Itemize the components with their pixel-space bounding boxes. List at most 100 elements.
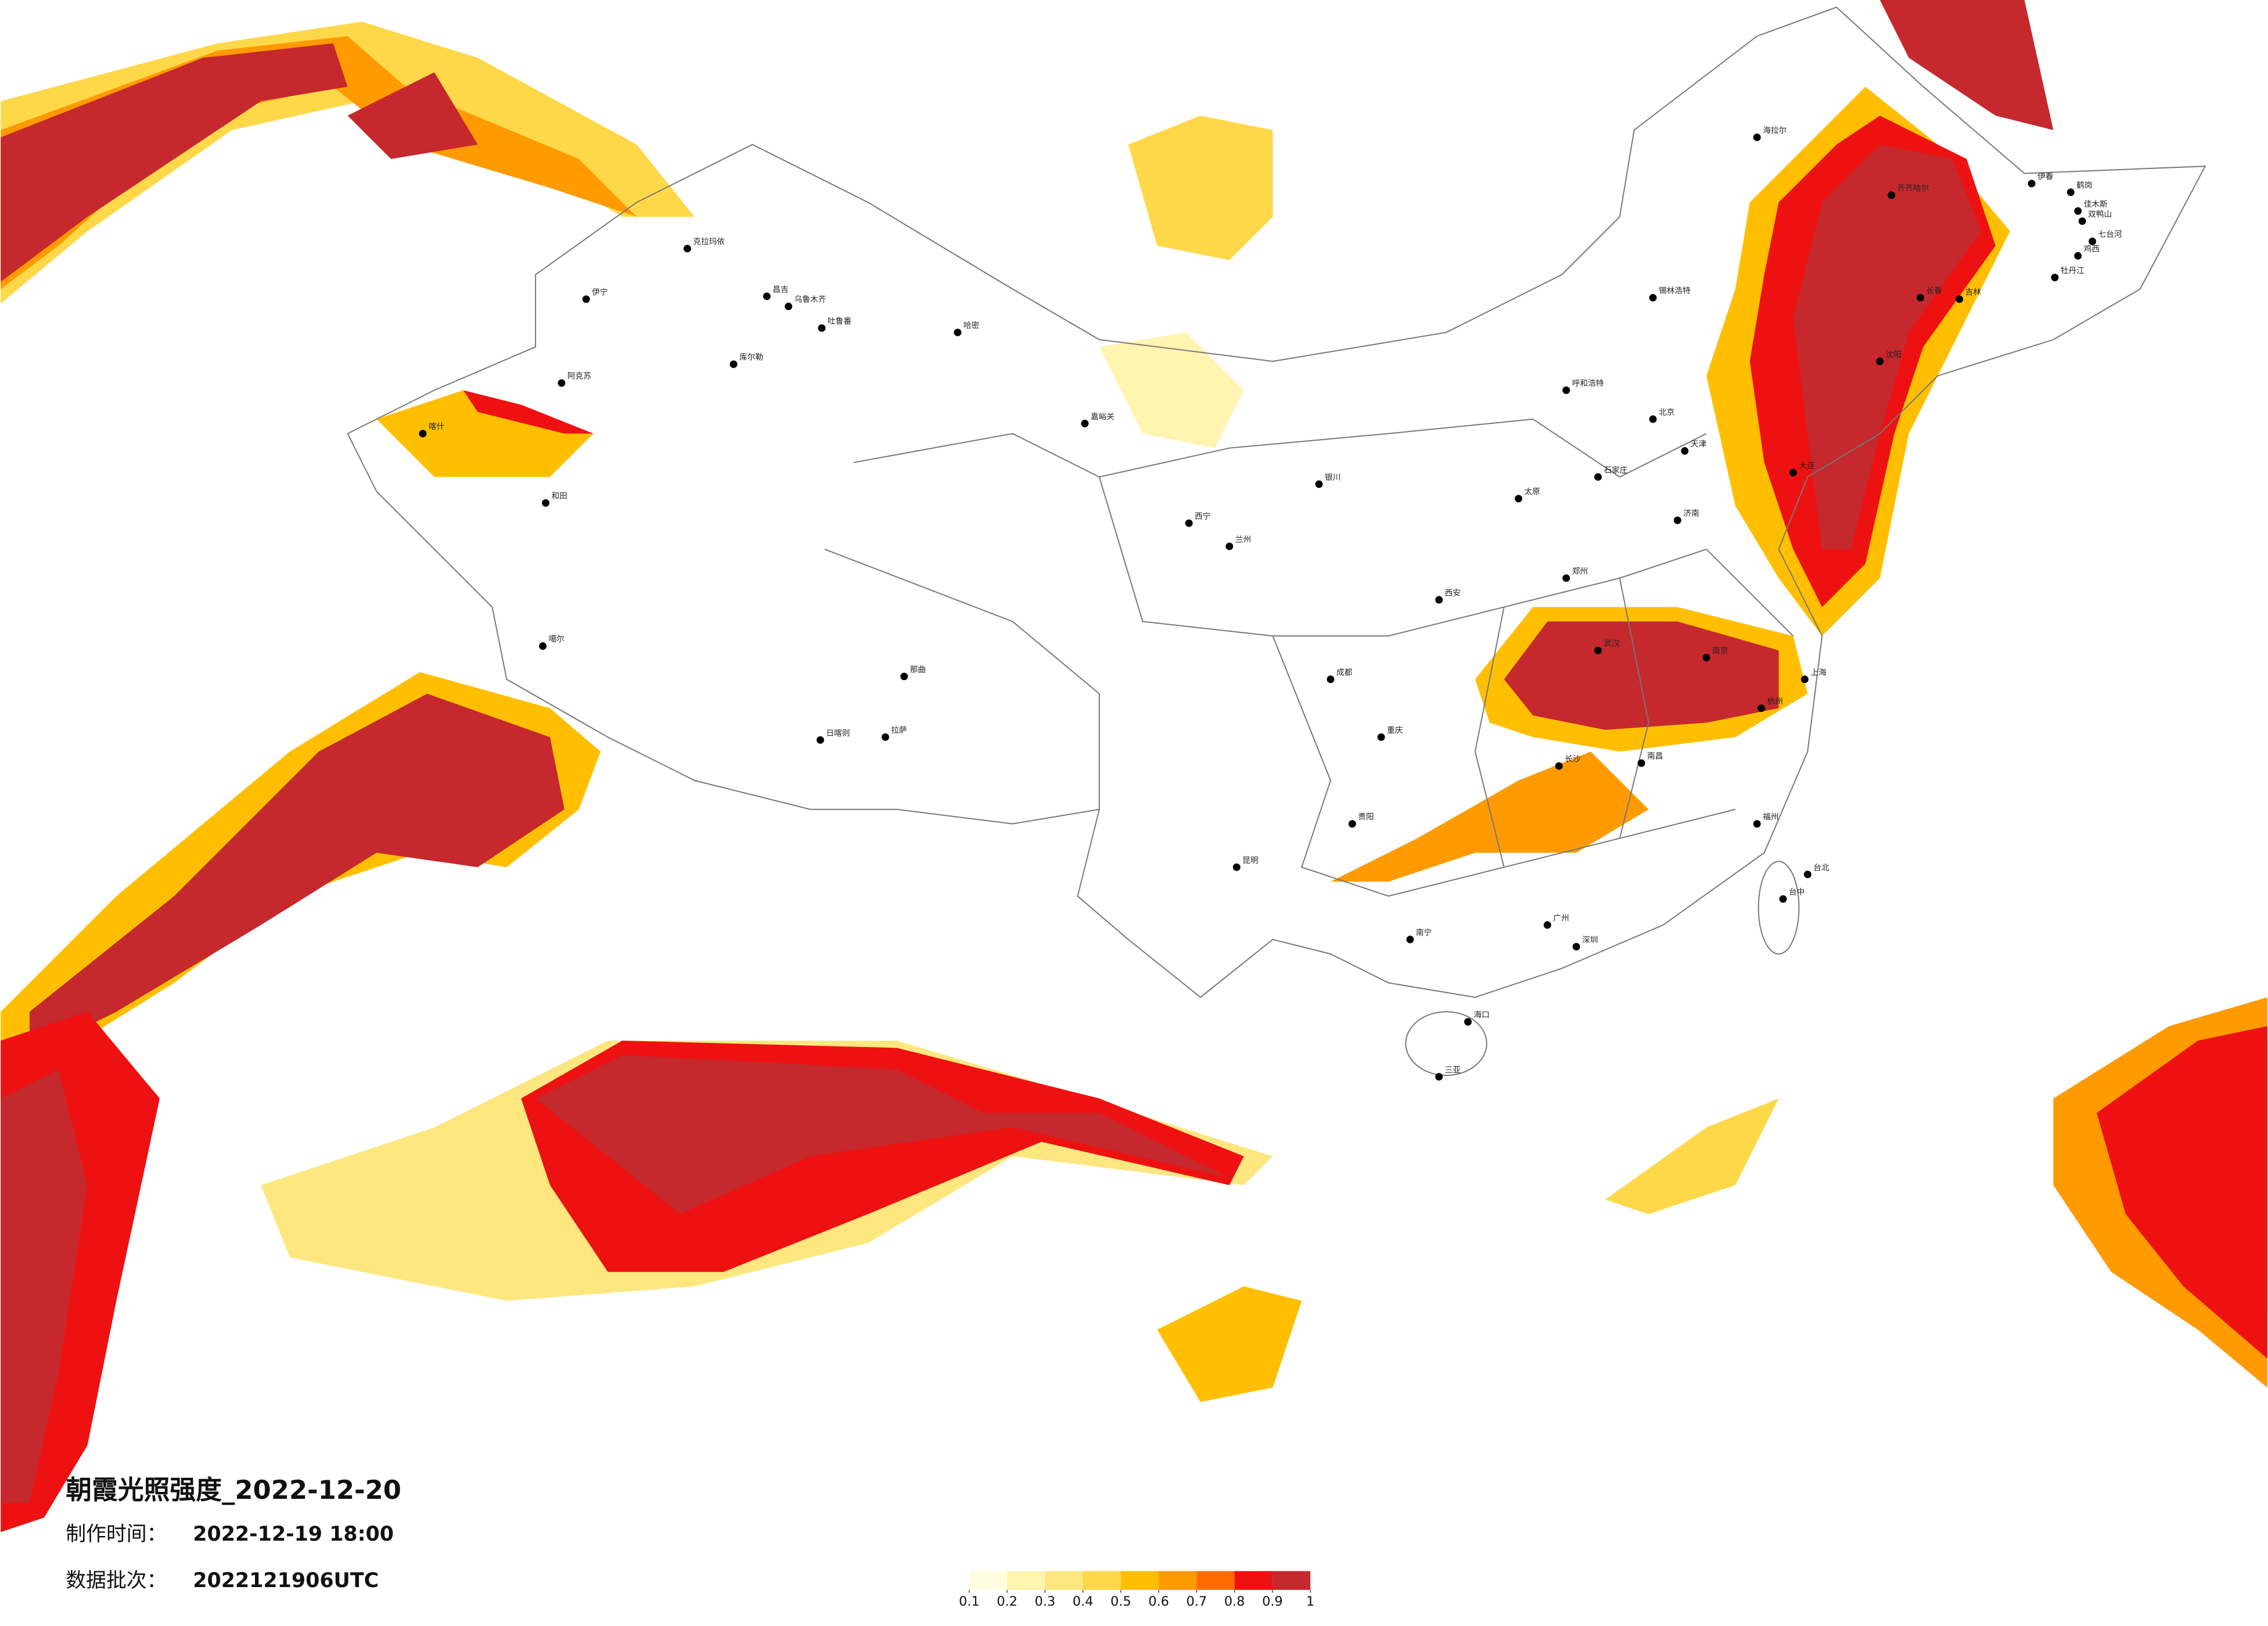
city-dot <box>1916 294 1924 302</box>
legend-swatch <box>1120 1571 1159 1590</box>
city-dot <box>1753 820 1761 828</box>
city-dot <box>1757 704 1766 713</box>
intensity-area <box>1504 621 1779 730</box>
city-label: 西安 <box>1445 588 1461 598</box>
city-dot <box>582 295 590 303</box>
production-time-label: 制作时间： <box>66 1523 167 1546</box>
city-dot <box>816 736 824 744</box>
city-dot <box>1673 516 1681 524</box>
city-label: 鸡西 <box>2084 244 2100 254</box>
city-dot <box>1753 133 1761 141</box>
city-dot <box>1464 1018 1472 1026</box>
city-label: 齐齐哈尔 <box>1897 184 1929 193</box>
city-label: 七台河 <box>2098 230 2122 239</box>
hainan-outline <box>1405 1011 1487 1076</box>
city-label: 兰州 <box>1235 535 1251 544</box>
city-label: 克拉玛依 <box>693 238 725 247</box>
city-dot <box>881 733 889 741</box>
city-label: 昆明 <box>1242 856 1258 865</box>
intensity-area <box>1128 116 1273 260</box>
city-dot <box>1803 870 1811 879</box>
legend-swatch <box>1272 1571 1311 1590</box>
city-label: 和田 <box>551 492 567 501</box>
city-dot <box>1348 820 1356 828</box>
legend-tick-label: 0.6 <box>1148 1594 1169 1609</box>
city-label: 西宁 <box>1195 512 1210 521</box>
city-label: 重庆 <box>1387 726 1403 735</box>
legend-tick-label: 0.7 <box>1187 1594 1207 1609</box>
city-label: 成都 <box>1336 668 1353 677</box>
city-label: 武汉 <box>1604 639 1620 649</box>
city-dot <box>763 292 771 300</box>
city-dot <box>729 360 738 368</box>
city-dot <box>2066 188 2075 196</box>
city-label: 哈密 <box>964 321 980 330</box>
city-label: 乌鲁木齐 <box>795 295 826 304</box>
city-dot <box>1888 191 1896 199</box>
city-label: 银川 <box>1325 473 1340 482</box>
city-dot <box>1594 646 1602 654</box>
city-label: 昌吉 <box>772 285 788 294</box>
map-title: 朝霞光照强度_2022-12-20 <box>66 1474 401 1505</box>
city-dot <box>1225 542 1234 551</box>
intensity-area <box>347 72 478 159</box>
intensity-area <box>1879 0 2054 130</box>
city-label: 大连 <box>1799 461 1815 470</box>
production-time-value: 2022-12-19 18:00 <box>193 1523 394 1546</box>
city-dot <box>1435 596 1443 604</box>
city-dot <box>1594 473 1602 481</box>
city-dot <box>1377 733 1385 741</box>
city-label: 阿克苏 <box>567 372 591 381</box>
city-label: 锡林浩特 <box>1659 286 1691 296</box>
city-label: 沈阳 <box>1886 350 1902 359</box>
city-label: 牡丹江 <box>2061 266 2084 275</box>
legend-tick-label: 0.1 <box>959 1594 980 1609</box>
city-label: 吐鲁番 <box>828 317 851 326</box>
city-label: 北京 <box>1659 408 1674 417</box>
city-label: 台中 <box>1789 888 1805 897</box>
city-label: 噶尔 <box>549 635 565 644</box>
city-label: 嘉峪关 <box>1091 412 1115 422</box>
city-label: 佳木斯 <box>2084 200 2108 209</box>
city-dot <box>1681 447 1689 455</box>
city-dot <box>2078 217 2086 225</box>
city-label: 郑州 <box>1572 567 1588 576</box>
city-dot <box>1572 942 1580 951</box>
city-label: 南宁 <box>1416 927 1432 937</box>
city-dot <box>900 672 908 681</box>
city-dot <box>2089 238 2097 246</box>
city-label: 贵阳 <box>1358 812 1374 822</box>
country-outline <box>347 6 2206 998</box>
city-dot <box>419 430 427 438</box>
city-dot <box>1562 386 1570 394</box>
intensity-area <box>1605 1098 1779 1214</box>
city-dot <box>818 324 826 332</box>
city-label: 福州 <box>1763 812 1778 822</box>
city-label: 伊春 <box>2037 172 2054 182</box>
intensity-area <box>29 693 565 1055</box>
city-dot <box>2028 179 2036 188</box>
city-label: 南京 <box>1712 646 1728 656</box>
city-dot <box>1789 469 1797 477</box>
city-dot <box>1232 863 1241 871</box>
intensity-area <box>1793 144 1981 549</box>
city-dot <box>2074 207 2082 215</box>
legend-tick-label: 0.2 <box>997 1594 1018 1609</box>
city-label: 三亚 <box>1445 1066 1461 1075</box>
data-batch-label: 数据批次： <box>66 1569 167 1592</box>
city-label: 石家庄 <box>1604 465 1627 475</box>
city-dot <box>1406 936 1414 944</box>
legend-tick-label: 0.8 <box>1224 1594 1245 1609</box>
city-dot <box>1876 357 1884 365</box>
legend-tick-label: 0.4 <box>1073 1594 1094 1609</box>
data-batch-value: 2022121906UTC <box>193 1569 379 1592</box>
city-label: 鹤岗 <box>2076 181 2092 190</box>
city-dot <box>1185 519 1193 527</box>
city-dot <box>1637 759 1645 767</box>
city-label: 深圳 <box>1582 936 1598 945</box>
city-dot <box>1702 653 1710 661</box>
legend-swatch <box>1083 1571 1121 1590</box>
city-label: 海口 <box>1473 1010 1489 1020</box>
